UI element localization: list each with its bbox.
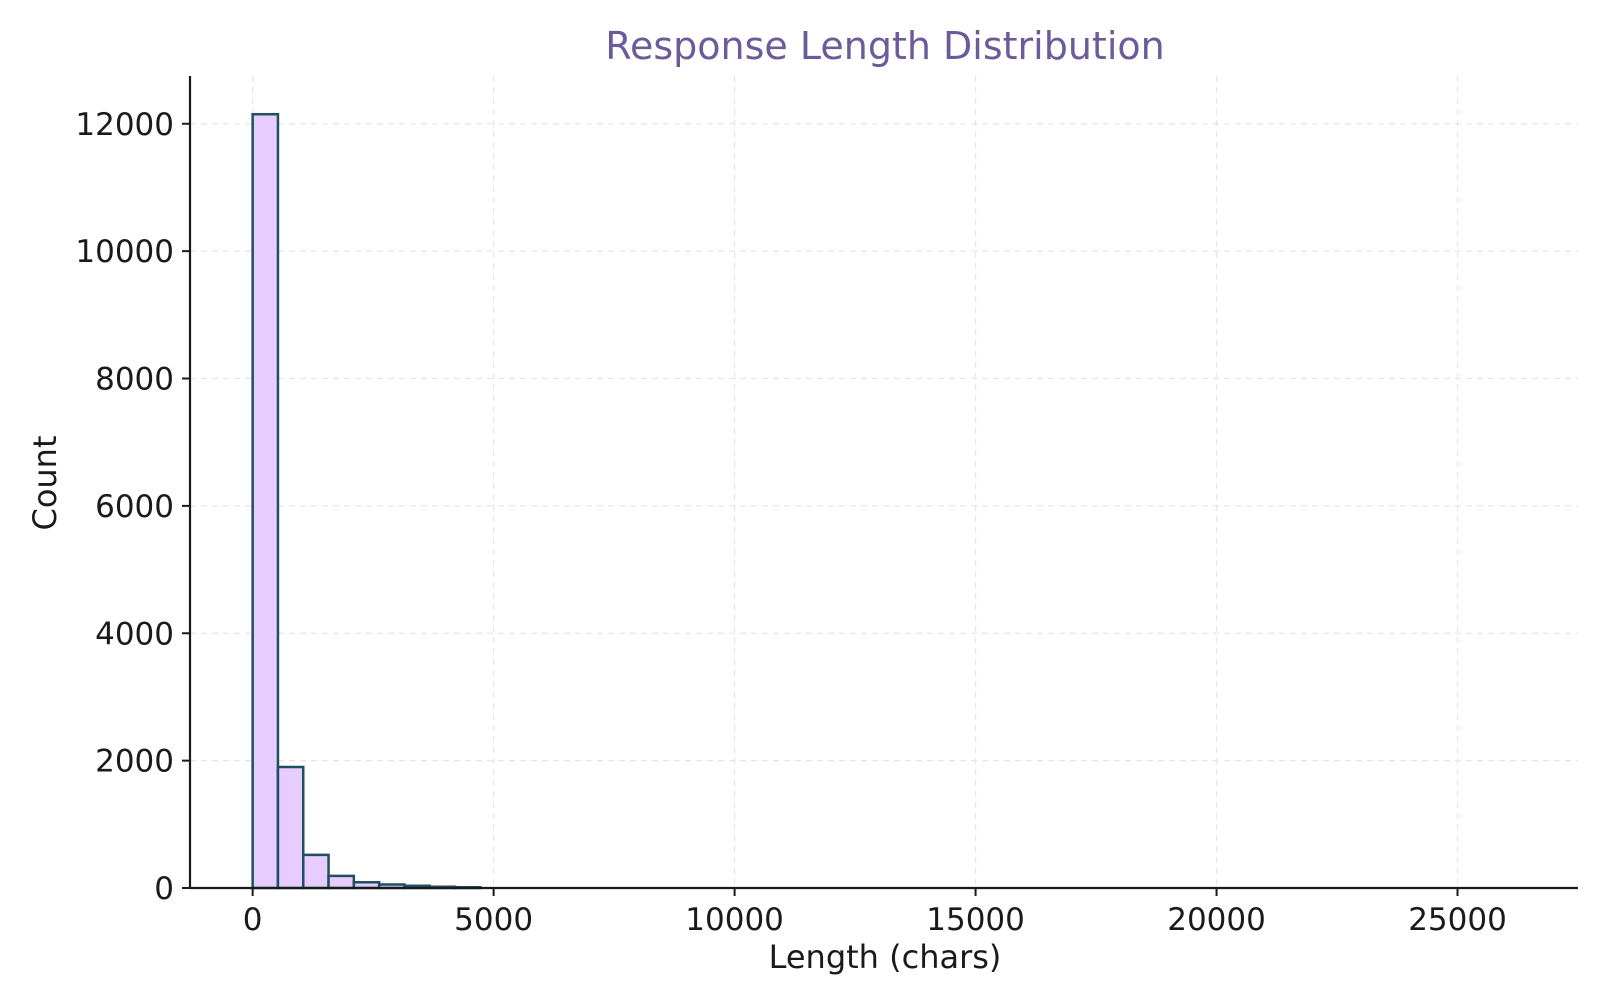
y-tick-label-3: 6000 — [95, 489, 174, 525]
y-tick-label-5: 10000 — [75, 234, 174, 270]
x-tick-label-1: 5000 — [454, 902, 533, 938]
x-tick-label-2: 10000 — [685, 902, 784, 938]
histogram-bar-0 — [251, 112, 280, 890]
y-tick-label-1: 2000 — [95, 744, 174, 780]
x-tick-label-5: 25000 — [1408, 902, 1507, 938]
y-tick-label-2: 4000 — [95, 616, 174, 652]
histogram-bar-2 — [302, 853, 330, 890]
y-tick-label-6: 12000 — [75, 107, 174, 143]
x-axis-ticks: 0 5000 10000 15000 20000 25000 — [243, 888, 1507, 938]
y-axis-label: Count — [26, 435, 64, 530]
x-axis-label: Length (chars) — [769, 938, 1002, 976]
x-tick-label-0: 0 — [243, 902, 263, 938]
x-tick-label-4: 20000 — [1167, 902, 1266, 938]
histogram-bar-3 — [327, 874, 356, 890]
grid-lines — [190, 76, 1578, 889]
y-tick-label-4: 8000 — [95, 362, 174, 398]
histogram-bars — [251, 112, 482, 890]
axes — [188, 76, 1578, 890]
x-tick-label-3: 15000 — [926, 902, 1025, 938]
y-axis-ticks: 0 2000 4000 6000 8000 10000 12000 — [75, 107, 190, 907]
chart-title: Response Length Distribution — [605, 24, 1164, 68]
y-tick-label-0: 0 — [154, 871, 174, 907]
histogram-bar-1 — [276, 765, 305, 890]
